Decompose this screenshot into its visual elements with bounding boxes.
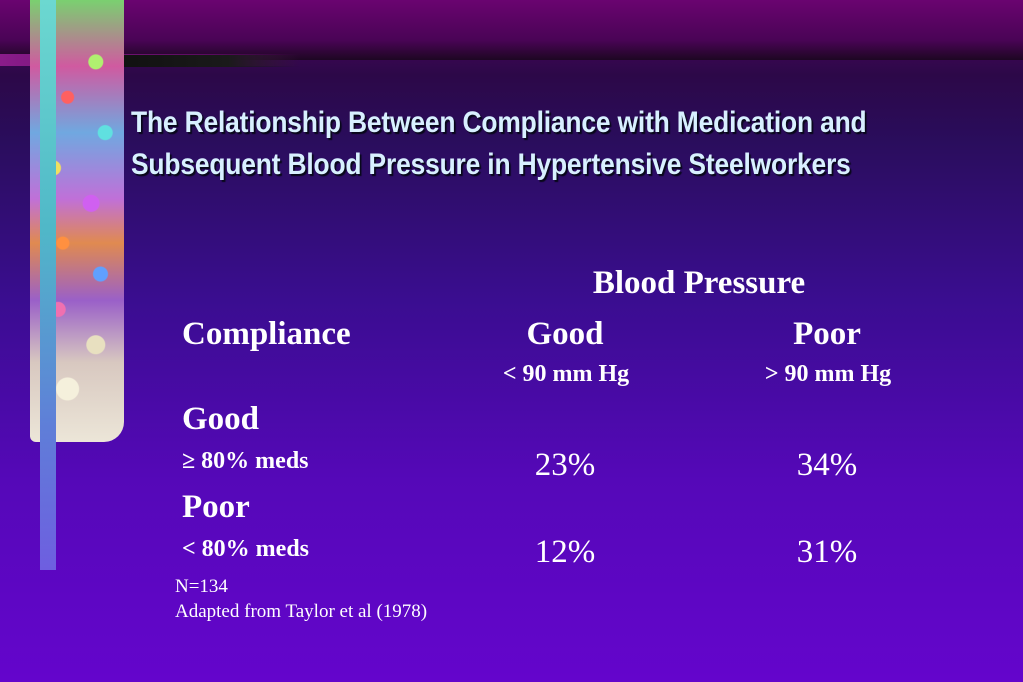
column-subheader-poor: > 90 mm Hg (764, 361, 892, 387)
column-subheader-good: < 90 mm Hg (502, 361, 630, 387)
cell-poor-compliance-good-bp: 12% (534, 534, 596, 570)
title-line-2: Subsequent Blood Pressure in Hypertensiv… (131, 148, 851, 181)
row-sublabel-good: ≥ 80% meds (182, 448, 309, 474)
top-band (0, 0, 1023, 60)
title-line-1: The Relationship Between Compliance with… (131, 106, 867, 139)
blood-pressure-header: Blood Pressure (592, 265, 806, 301)
compliance-header: Compliance (182, 316, 351, 352)
column-header-good: Good (526, 316, 604, 352)
row-label-good: Good (182, 401, 260, 437)
cell-good-compliance-poor-bp: 34% (796, 447, 858, 483)
cell-poor-compliance-poor-bp: 31% (796, 534, 858, 570)
row-sublabel-poor: < 80% meds (182, 536, 310, 562)
row-label-poor: Poor (182, 489, 250, 525)
header-shadow-line (120, 55, 300, 67)
teal-vertical-bar (40, 0, 56, 570)
source-citation: Adapted from Taylor et al (1978) (175, 601, 428, 622)
sample-size-note: N=134 (175, 576, 228, 597)
cell-good-compliance-good-bp: 23% (534, 447, 596, 483)
column-header-poor: Poor (793, 316, 861, 352)
slide-title: The Relationship Between Compliance with… (131, 102, 905, 186)
